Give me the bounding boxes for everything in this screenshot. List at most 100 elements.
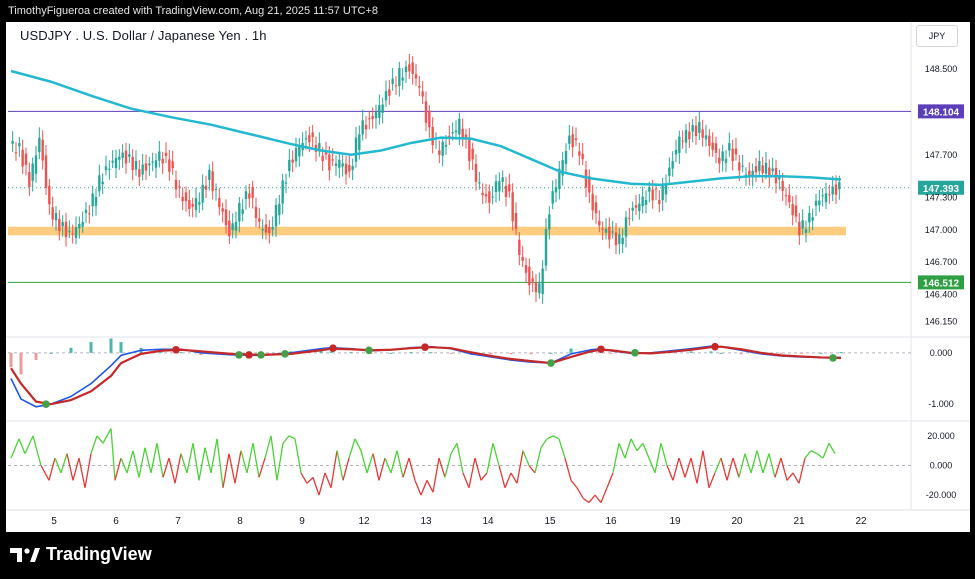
- candle-body: [238, 203, 241, 222]
- oscillator-segment: [822, 443, 830, 459]
- candle-body: [578, 151, 581, 156]
- candle-body: [604, 228, 608, 233]
- candle-body: [534, 282, 538, 293]
- oscillator-segment: [228, 453, 236, 484]
- candle-body: [154, 160, 158, 168]
- candle-body: [821, 195, 824, 197]
- candle-body: [328, 154, 331, 171]
- oscillator-segment: [720, 457, 728, 481]
- candle-body: [724, 158, 728, 163]
- macd-histogram-bar: [69, 347, 73, 353]
- candle-body: [634, 205, 638, 208]
- candle-body: [621, 237, 624, 245]
- credit-text: TimothyFigueroa created with TradingView…: [8, 5, 379, 17]
- candle-body: [408, 64, 411, 72]
- macd-histogram-bar: [329, 351, 333, 353]
- candle-body: [484, 194, 488, 197]
- oscillator-segment: [240, 450, 248, 474]
- candle-body: [644, 200, 648, 205]
- candle-body: [464, 134, 468, 138]
- oscillator-segment: [630, 438, 638, 451]
- tradingview-logo-icon: [10, 547, 40, 562]
- oscillator-segment: [150, 443, 158, 474]
- candle-body: [111, 160, 114, 163]
- candle-body: [198, 202, 201, 205]
- candle-body: [494, 181, 498, 193]
- currency-label[interactable]: JPY: [916, 25, 958, 47]
- candle-body: [501, 177, 504, 182]
- candle-body: [118, 156, 121, 160]
- candle-body: [94, 197, 98, 206]
- candle-body: [208, 169, 211, 180]
- oscillator-segment: [816, 453, 824, 459]
- candle-body: [178, 186, 181, 188]
- oscillator-segment: [234, 450, 242, 484]
- oscillator-segment: [402, 457, 410, 478]
- tradingview-brand[interactable]: TradingView: [10, 544, 152, 565]
- time-tick-label: 19: [669, 516, 681, 527]
- candle-body: [391, 78, 394, 84]
- oscillator-segment: [294, 438, 302, 474]
- macd-histogram-bar: [109, 338, 113, 353]
- candle-body: [168, 159, 171, 172]
- oscillator-segment: [474, 457, 482, 481]
- candle-body: [824, 193, 828, 203]
- candle-body: [341, 163, 344, 167]
- macd-tick-label: -1.000: [928, 399, 954, 409]
- candle-body: [48, 185, 51, 205]
- macd-histogram-bar: [449, 352, 453, 354]
- oscillator-segment: [372, 453, 380, 481]
- candle-body: [768, 167, 771, 178]
- candle-body: [761, 165, 764, 174]
- candle-body: [658, 200, 661, 205]
- candle-body: [771, 168, 774, 172]
- oscillator-segment: [810, 450, 818, 455]
- oscillator-segment: [690, 457, 698, 484]
- oscillator-segment: [516, 450, 524, 484]
- candle-body: [721, 151, 724, 162]
- footer-bar: TradingView: [0, 532, 975, 579]
- macd-cross-marker: [365, 346, 373, 355]
- macd-cross-marker: [631, 349, 639, 357]
- oscillator-segment: [354, 438, 362, 451]
- candle-body: [61, 222, 64, 227]
- oscillator-segment: [708, 472, 716, 488]
- oscillator-segment: [480, 472, 488, 481]
- candle-body: [291, 159, 294, 163]
- credit-bar: TimothyFigueroa created with TradingView…: [0, 0, 975, 22]
- oscillator-segment: [210, 438, 218, 474]
- candle-body: [648, 187, 651, 192]
- candle-body: [281, 180, 284, 204]
- candle-body: [781, 180, 784, 191]
- macd-cross-marker: [597, 345, 605, 354]
- candle-body: [738, 162, 741, 171]
- candle-body: [11, 141, 14, 144]
- candle-body: [758, 161, 761, 171]
- candle-body: [344, 163, 348, 175]
- candle-body: [378, 105, 381, 118]
- candle-body: [304, 138, 308, 140]
- chart-canvas[interactable]: 148.104 146.512 147.393 148.500 147.700 147.3…: [6, 22, 970, 532]
- candle-body: [248, 193, 251, 199]
- candle-body: [518, 239, 521, 255]
- candle-body: [138, 169, 141, 177]
- oscillator-segment: [102, 428, 112, 444]
- candle-body: [551, 191, 554, 204]
- oscillator-segment: [780, 457, 788, 481]
- candle-body: [261, 228, 264, 231]
- oscillator-segment: [252, 443, 260, 478]
- oscillator-segment: [378, 457, 386, 481]
- candle-body: [808, 213, 811, 223]
- oscillator-segment: [444, 453, 452, 478]
- oscillator-segment: [366, 453, 374, 474]
- oscillator-segment: [138, 447, 146, 478]
- candle-body: [104, 166, 108, 171]
- oscillator-segment: [180, 453, 188, 474]
- macd-histogram-bar: [739, 352, 743, 355]
- candle-body: [481, 192, 484, 196]
- candle-body: [204, 185, 208, 190]
- chart-area[interactable]: 148.104 146.512 147.393 148.500 147.700 147.3…: [6, 22, 970, 532]
- oscillator-segment: [270, 435, 278, 481]
- candle-body: [561, 160, 564, 176]
- candle-body: [574, 138, 578, 141]
